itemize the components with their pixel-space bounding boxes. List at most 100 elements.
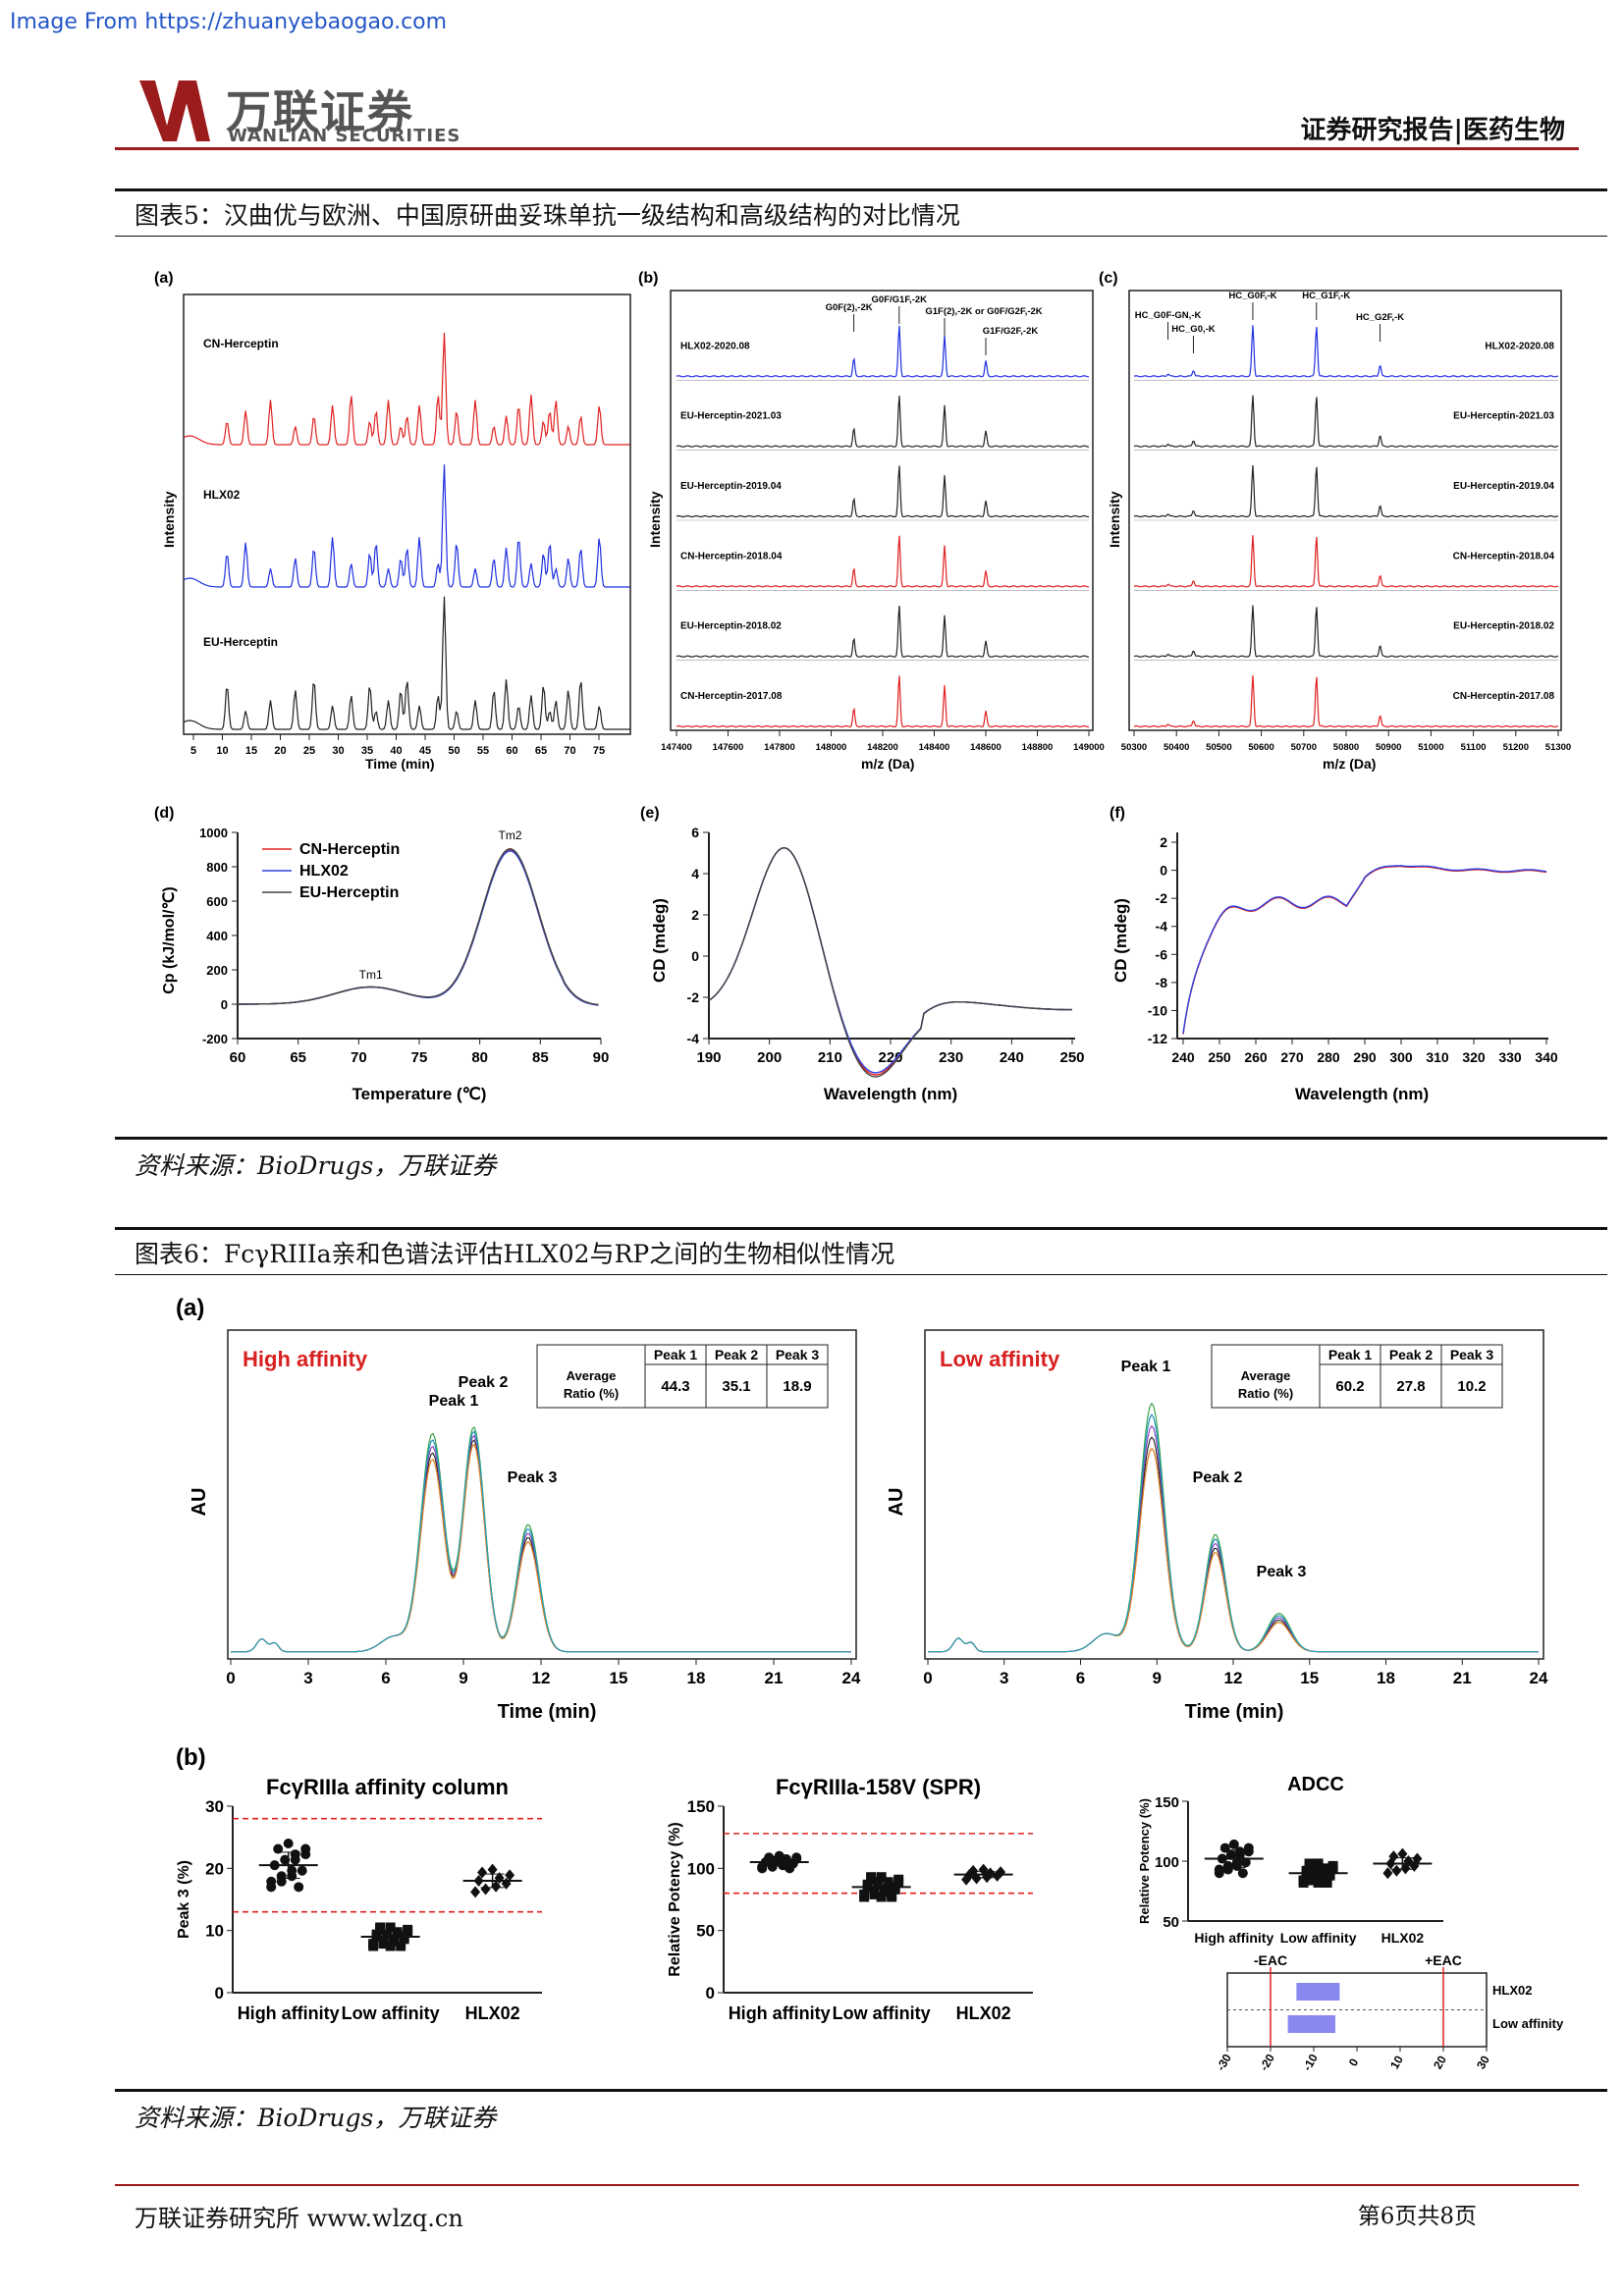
group-label: HLX02: [1381, 1930, 1425, 1946]
axis-tick: 51000: [1418, 742, 1443, 753]
peak-label: Peak 3: [508, 1469, 558, 1486]
axis-tick: 24: [1530, 1669, 1548, 1687]
trace-label: HLX02-2020.08: [1485, 341, 1554, 351]
axis-tick: 21: [765, 1669, 784, 1687]
data-point: [487, 1863, 498, 1876]
data-point: [375, 1922, 386, 1933]
axis-tick: -2: [1156, 890, 1168, 906]
axis-tick: 75: [411, 1049, 428, 1066]
fig5-bottom-rule: [115, 1137, 1607, 1140]
company-logo-cn: 万联证券: [226, 85, 414, 138]
panel-a-label-cn: CN-Herceptin: [203, 337, 279, 350]
data-point: [873, 1877, 884, 1888]
chromatogram-trace: [928, 1414, 1539, 1653]
axis-tick: 0: [923, 1669, 932, 1687]
panel-a-xtick: 55: [477, 745, 489, 757]
panel-f-tag: (f): [1110, 805, 1125, 822]
data-point: [280, 1854, 291, 1865]
peak-label: HC_G0,-K: [1171, 324, 1215, 335]
panel-e-xlabel: Wavelength (nm): [824, 1085, 957, 1103]
axis-tick: 90: [593, 1049, 610, 1066]
data-point: [403, 1924, 413, 1935]
axis-tick: 6: [1076, 1669, 1085, 1687]
axis-tick: 50: [1163, 1914, 1179, 1931]
axis-tick: 290: [1353, 1049, 1377, 1065]
data-point: [283, 1839, 294, 1848]
data-point: [491, 1880, 502, 1893]
spectrum-trace: [676, 535, 1089, 588]
bar-label: HLX02: [1492, 1983, 1532, 1998]
high-affinity-label: High affinity: [243, 1347, 368, 1371]
data-point: [385, 1922, 396, 1933]
trace-label: EU-Herceptin-2018.02: [1453, 621, 1554, 632]
bar-label: Low affinity: [1492, 2016, 1564, 2031]
axis-tick: 600: [206, 894, 228, 909]
data-point: [883, 1877, 893, 1888]
axis-tick: 0: [226, 1669, 235, 1687]
axis-tick: 148800: [1022, 742, 1054, 753]
panel-a-trace-cn: [183, 332, 630, 446]
panel-a-xtick: 5: [190, 745, 196, 757]
trace-label: EU-Herceptin-2018.02: [680, 621, 782, 632]
panel-e-content: 190 200 210 220 230 240 250 6 4 2 0 -2 -4: [687, 825, 1085, 1078]
axis-tick: 148000: [816, 742, 847, 753]
axis-tick: 0: [691, 948, 699, 964]
data-point: [1243, 1842, 1254, 1853]
dsc-trace: [238, 848, 599, 1006]
table-row-label: Average: [1241, 1368, 1291, 1383]
panel-d-ylabel: Cp (kJ/mol/℃): [161, 886, 178, 994]
axis-tick: -10: [1300, 2052, 1321, 2071]
table-row-label: Ratio (%): [1238, 1386, 1293, 1401]
y-axis-label: Relative Potency (%): [667, 1822, 683, 1976]
panel-c-ylabel: Intensity: [1107, 491, 1122, 548]
chromatogram-trace: [231, 1430, 851, 1653]
data-point: [389, 1934, 400, 1945]
axis-tick: 400: [206, 929, 228, 943]
data-point: [880, 1884, 891, 1895]
data-point: [1322, 1875, 1332, 1886]
axis-tick: -12: [1148, 1031, 1167, 1046]
axis-tick: 149000: [1073, 742, 1105, 753]
axis-tick: -8: [1156, 975, 1168, 990]
chromatogram-trace: [231, 1425, 851, 1653]
chromatogram-trace: [928, 1424, 1539, 1653]
data-point: [1228, 1839, 1239, 1849]
low-ylabel: AU: [886, 1488, 907, 1517]
legend-entry: HLX02: [299, 863, 349, 880]
panel-a-trace-hlx: [183, 464, 630, 588]
table-header: Peak 2: [1389, 1347, 1434, 1362]
peak-label: Peak 2: [1193, 1469, 1243, 1486]
axis-tick: 320: [1462, 1049, 1486, 1065]
spectrum-trace: [676, 396, 1090, 448]
group-label: HLX02: [956, 2003, 1011, 2023]
table-value: 60.2: [1335, 1378, 1364, 1395]
company-logo-en: WANLIAN SECURITIES: [228, 126, 461, 146]
panel-a-frame: [183, 294, 631, 735]
axis-tick: 21: [1453, 1669, 1472, 1687]
axis-tick: 9: [1153, 1669, 1162, 1687]
table-header: Peak 3: [1450, 1347, 1494, 1362]
data-point: [1237, 1868, 1248, 1879]
data-point: [266, 1876, 277, 1887]
axis-tick: 3: [303, 1669, 312, 1687]
axis-tick: 51100: [1461, 742, 1487, 753]
data-point: [1310, 1863, 1321, 1874]
peak-label: Peak 3: [1257, 1564, 1307, 1580]
data-point: [392, 1927, 403, 1938]
axis-tick: 148400: [919, 742, 950, 753]
high-ylabel: AU: [189, 1488, 210, 1517]
legend-entry: EU-Herceptin: [299, 884, 399, 901]
axis-tick: 300: [1389, 1049, 1413, 1065]
axis-tick: 190: [696, 1049, 721, 1066]
axis-tick: 147600: [713, 742, 744, 753]
panel-b-xlabel: m/z (Da): [861, 756, 914, 772]
data-point: [396, 1941, 406, 1951]
panel-a-xtick: 35: [361, 745, 373, 757]
axis-tick: 15: [1300, 1669, 1319, 1687]
company-logo-mark: [139, 80, 210, 141]
spectrum-trace: [676, 675, 1089, 728]
data-point: [982, 1871, 993, 1884]
data-point: [1298, 1875, 1309, 1886]
data-point: [978, 1863, 989, 1876]
